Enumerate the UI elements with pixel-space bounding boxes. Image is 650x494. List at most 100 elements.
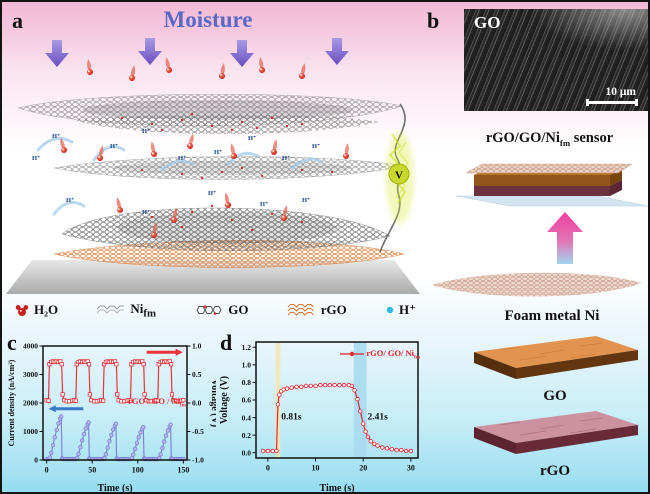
series-current_density-marker [109,432,114,438]
base-platform [6,260,420,294]
series-current_density-marker [76,451,81,457]
y-right-tick-label: 1.0 [192,342,202,351]
series-voltage-marker [275,402,281,407]
highlight-band [275,342,281,458]
series-current_density-marker [47,455,52,460]
svg-text:H⁺: H⁺ [302,197,311,204]
chart-svg-c: 0 50 100 150 0 1000 2000 3000 4000 -1.0 -0.5 0.0 0.5… [7,342,220,494]
go-slab-illustration [474,336,638,379]
series-current_density-marker [86,420,91,425]
hplus-labels: H⁺ H⁺ H⁺ H⁺ H⁺ H⁺ H⁺ H⁺ H⁺ H⁺ H⁺ H⁺ H⁺ H⁺ [32,128,321,216]
series-current_density-marker [78,444,83,450]
y-left-tick-label: 0.0 [242,448,252,457]
y-right-tick-label: -0.5 [192,427,204,436]
x-axis-label: Time (s) [319,483,354,494]
x-axis-label: Time (s) [97,483,132,494]
legend-marker-icon [340,352,365,357]
series-voltage-marker [349,383,354,389]
series-voltage-marker [303,383,309,389]
glass-substrate [455,195,648,207]
x-tick-label: 0 [45,466,49,475]
series-voltage-marker [308,383,313,389]
series-current_density-marker [52,435,57,440]
svg-text:H⁺: H⁺ [260,201,269,208]
h2o-molecule-icon [15,305,29,317]
annotation-0.81s: 0.81s [281,412,302,422]
proton-swirls [36,136,324,216]
y-axis-label-right: Voltage (V) [209,379,216,427]
svg-text:H⁺: H⁺ [214,149,223,156]
svg-text:V: V [395,170,403,182]
svg-text:H⁺: H⁺ [208,190,217,197]
y-left-tick-label: 1.0 [242,361,252,370]
panel-b-label: b [427,8,440,33]
y-axis-label-left: Voltage (V) [219,376,230,424]
series-current_density-marker [134,440,140,446]
x-tick-label: 50 [88,466,96,475]
series-current_density-marker [54,427,59,433]
y-right-tick-label: 0.5 [192,370,202,379]
series-voltage-marker [60,392,65,397]
series-voltage-marker [46,398,51,403]
series-voltage-marker [327,382,333,388]
y-left-tick-label: 4000 [23,342,38,351]
series-current_density-marker [165,428,171,433]
chart-svg-d: 0 10 20 30 0.0 0.2 0.4 0.6 0.8 1.0 1.2 Time (s) Volt… [219,341,419,494]
series-voltage-marker [341,382,347,388]
series-voltage-marker [363,429,368,434]
panel-a-illustration: a Moisture [6,7,420,294]
series-voltage-marker [277,392,282,397]
y-left-tick-label: 3000 [23,370,38,379]
legend-label-ni: Ni [130,301,144,316]
y-left-tick-label: 0.8 [242,378,252,387]
legend-item-go: GO [194,302,249,318]
series-voltage-marker [115,392,120,397]
series-voltage-marker [155,398,160,403]
series-current_density-marker [105,445,110,450]
assembly-up-arrow-icon [547,212,583,264]
series-voltage-marker [399,447,404,453]
x-tick-label: 0 [266,464,270,473]
series-voltage-marker [142,392,147,397]
x-tick-label: 30 [407,464,415,473]
sensor-stack-illustration [455,163,648,207]
series-voltage-marker [73,398,78,403]
y-left-tick-label: 0.4 [242,413,252,422]
series-voltage-marker [313,383,318,389]
legend-item-nifm: Nifm [96,301,156,320]
series-voltage-marker [274,448,279,454]
axis-assign-arrow-head [175,348,183,356]
legend-item-hplus: H⁺ [385,302,416,318]
series-voltage-marker [368,439,373,444]
y-left-tick-label: 1000 [23,427,38,436]
svg-text:H⁺: H⁺ [110,143,119,150]
series-voltage-marker [358,409,363,414]
scale-bar [586,99,638,106]
series-voltage-marker [408,448,414,454]
legend-label-h2o: H₂O [34,302,59,318]
legend-item-rgo: rGO [287,302,347,318]
series-voltage-marker [270,448,275,454]
series-current_density-marker [158,452,163,457]
foam-label: Foam metal Ni [504,308,600,324]
series-voltage-marker [59,362,64,367]
highlight-band [353,342,367,458]
svg-text:H⁺: H⁺ [178,155,187,162]
chart-c-series-annotation: rGO / GO / Nifm [128,396,186,409]
go-ring-icon [196,305,222,316]
y-left-tick-label: 0.2 [242,431,252,440]
series-voltage-marker [394,447,399,453]
series-current_density-marker [132,446,138,452]
series-voltage-marker [384,446,390,451]
svg-text:H⁺: H⁺ [52,133,61,140]
series-voltage-marker [128,398,133,403]
series-voltage-marker [114,362,119,367]
panel-a-legend: H₂O Nifm GO rGO [14,301,416,320]
legend-label-go: GO [228,302,249,318]
foam-metal-ni-illustration [432,272,642,297]
series-current_density-marker [168,422,173,427]
series-voltage-marker [322,382,328,388]
moisture-title: Moisture [163,7,252,32]
series-current_density-marker [79,438,85,443]
